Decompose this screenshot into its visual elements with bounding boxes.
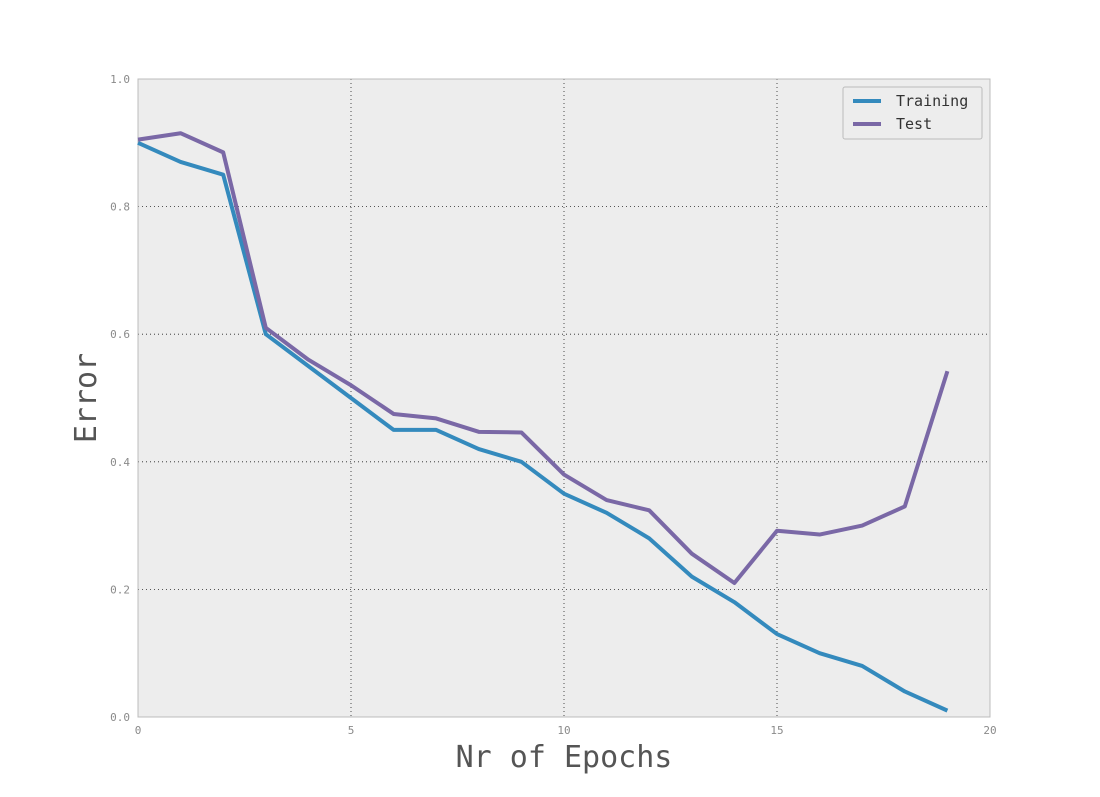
y-axis-title: Error [69, 353, 104, 443]
x-tick-label: 5 [348, 724, 355, 737]
x-tick-label: 15 [770, 724, 783, 737]
plot-background [138, 79, 990, 717]
y-tick-label: 0.4 [110, 456, 130, 469]
legend-label-test: Test [896, 115, 932, 133]
y-tick-label: 0.2 [110, 583, 130, 596]
y-tick-label: 0.6 [110, 328, 130, 341]
plot-frame [137, 78, 991, 718]
x-tick-label: 20 [983, 724, 996, 737]
y-axis-ticks: 0.0 0.2 0.4 0.6 0.8 1.0 [110, 73, 130, 724]
y-tick-label: 0.8 [110, 201, 130, 214]
series-line-test [137, 131, 950, 586]
legend-label-training: Training [896, 92, 968, 110]
series-lines [137, 131, 950, 713]
y-tick-label: 0.0 [110, 711, 130, 724]
x-tick-label: 10 [557, 724, 570, 737]
y-tick-label: 1.0 [110, 73, 130, 86]
x-tick-label: 0 [135, 724, 142, 737]
x-axis-title: Nr of Epochs [456, 740, 673, 775]
series-line-training [137, 140, 949, 713]
legend: Training Test [842, 86, 983, 140]
x-axis-ticks: 0 5 10 15 20 [135, 724, 997, 737]
